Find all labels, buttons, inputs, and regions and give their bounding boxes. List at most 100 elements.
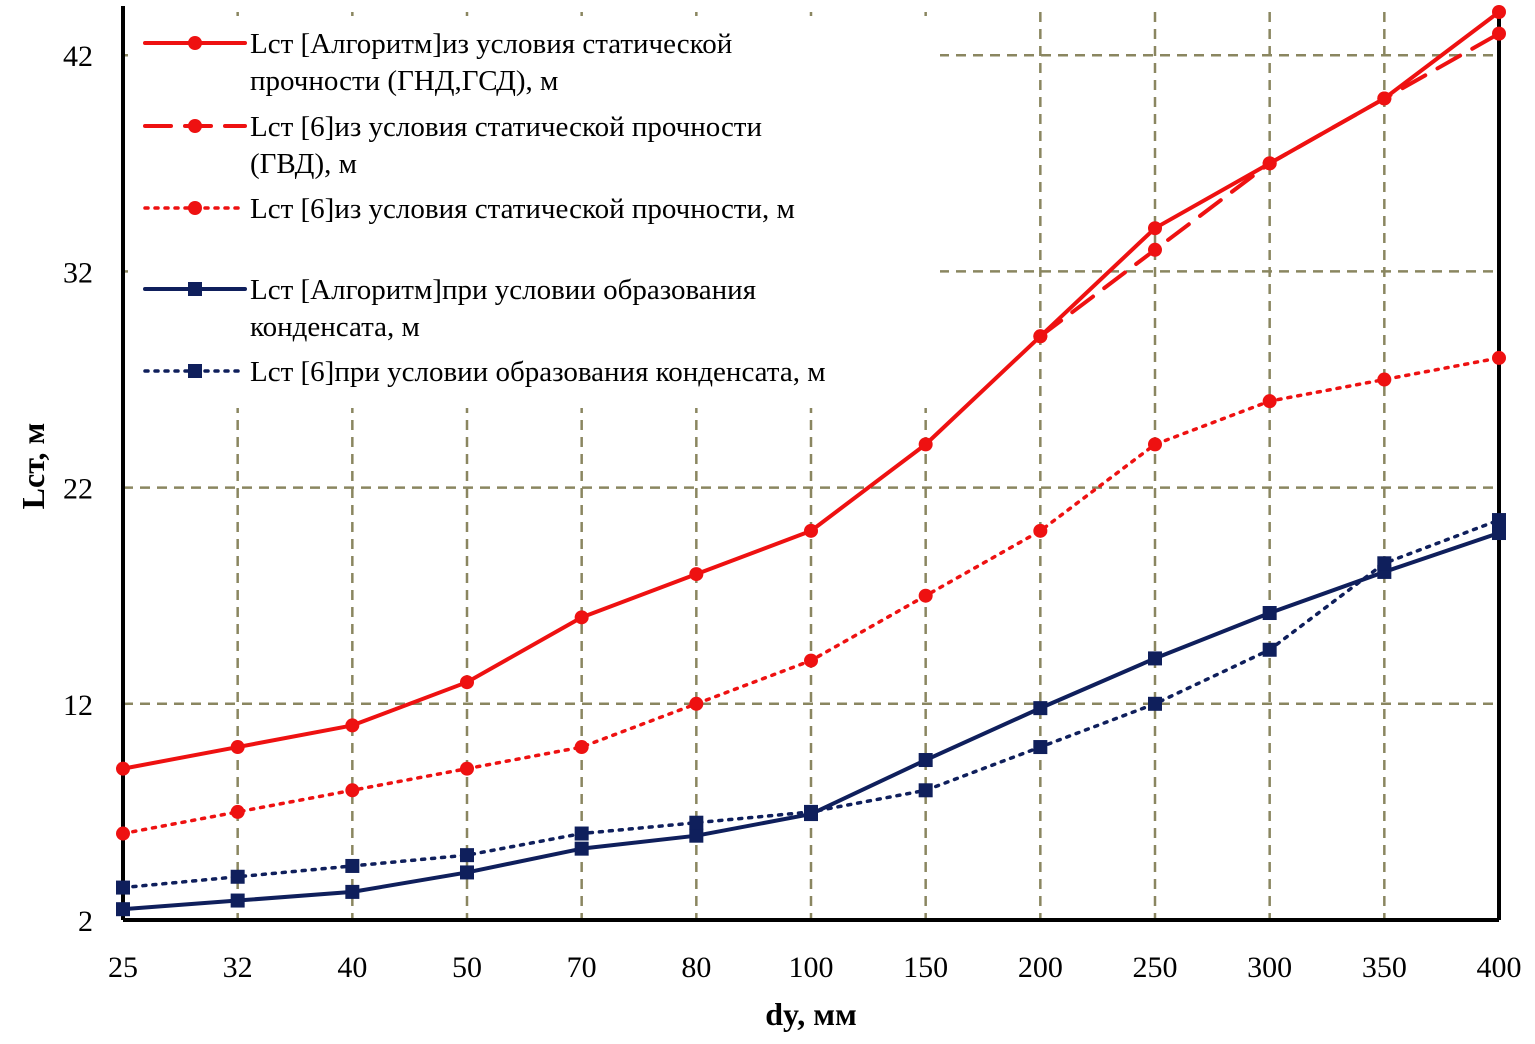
x-tick-label: 70 <box>567 951 597 984</box>
x-tick-label: 32 <box>223 951 253 984</box>
data-point <box>345 718 360 733</box>
legend-background <box>128 16 940 408</box>
data-point <box>460 848 474 863</box>
x-tick-label: 80 <box>681 951 711 984</box>
data-point <box>1033 329 1048 344</box>
data-point <box>574 841 589 856</box>
legend-label: прочности (ГНД,ГСД), м <box>250 65 558 97</box>
series-2 <box>1033 26 1506 344</box>
legend-entry: Lст [6]из условия статической прочности (… <box>143 111 762 180</box>
data-point <box>1148 437 1162 452</box>
x-tick-label: 250 <box>1133 951 1178 984</box>
data-point <box>230 740 245 755</box>
series-5 <box>116 513 1506 895</box>
data-point <box>116 826 130 841</box>
data-point <box>1262 394 1277 409</box>
legend-marker <box>188 36 202 50</box>
data-point <box>1262 606 1277 621</box>
data-point <box>345 783 360 798</box>
legend-label: Lст [6]при условии образования конденсат… <box>250 356 826 388</box>
y-tick-label: 32 <box>63 256 93 289</box>
data-point <box>1492 350 1506 365</box>
data-point <box>1492 513 1506 528</box>
data-point <box>1148 696 1162 711</box>
legend-entry: Lст [6]при условии образования конденсат… <box>143 356 826 388</box>
data-point <box>1148 651 1162 666</box>
x-tick-label: 100 <box>789 951 834 984</box>
legend-label: Lст [Алгоритм]из условия статической <box>250 28 732 60</box>
data-point <box>1492 26 1506 41</box>
legend-label: Lст [Алгоритм]при условии образования <box>250 274 756 306</box>
x-tick-label: 40 <box>337 951 367 984</box>
x-tick-label: 50 <box>452 951 482 984</box>
data-point <box>574 610 589 625</box>
data-point <box>1148 242 1162 257</box>
legend-marker <box>188 119 202 133</box>
data-point <box>918 588 933 603</box>
data-point <box>1148 221 1162 236</box>
legend-label: Lст [6]из условия статической прочности,… <box>250 193 795 225</box>
data-point <box>1262 642 1277 657</box>
data-series <box>116 5 1506 917</box>
data-point <box>1377 91 1392 106</box>
y-tick-label: 22 <box>63 473 93 506</box>
x-axis-ticks: 25 32 40 50 70 80 100 150 200 250 300 350 400 <box>108 951 1522 984</box>
data-point <box>804 804 818 819</box>
data-point <box>574 740 589 755</box>
y-tick-label: 12 <box>63 689 93 722</box>
data-point <box>689 815 704 830</box>
legend-entry: Lст [6]из условия статической прочности,… <box>143 193 795 225</box>
data-point <box>230 869 245 884</box>
data-point <box>1492 526 1506 541</box>
data-point <box>116 880 130 895</box>
legend-label: (ГВД), м <box>250 148 357 180</box>
y-tick-label: 42 <box>63 40 93 73</box>
x-tick-label: 25 <box>108 951 138 984</box>
legend: Lст [Алгоритм]из условия статической проч… <box>128 16 940 408</box>
data-point <box>918 783 933 798</box>
data-point <box>460 675 474 690</box>
y-axis-title: Lст, м <box>15 423 51 510</box>
data-point <box>689 828 704 843</box>
data-point <box>1262 156 1277 171</box>
data-point <box>1033 740 1048 755</box>
data-point <box>804 653 818 668</box>
data-point <box>918 753 933 768</box>
legend-marker <box>188 282 202 296</box>
data-point <box>574 826 589 841</box>
data-point <box>116 902 130 917</box>
legend-entry: Lст [Алгоритм]из условия статической проч… <box>143 28 732 97</box>
data-point <box>460 761 474 776</box>
x-tick-label: 350 <box>1362 951 1407 984</box>
data-point <box>689 696 704 711</box>
data-point <box>345 884 360 899</box>
data-point <box>230 893 245 908</box>
x-axis-title: dy, мм <box>765 996 857 1032</box>
x-tick-label: 400 <box>1477 951 1522 984</box>
data-point <box>1033 523 1048 538</box>
data-point <box>116 761 130 776</box>
data-point <box>230 804 245 819</box>
data-point <box>1033 701 1048 716</box>
data-point <box>1492 5 1506 19</box>
data-point <box>1377 556 1392 571</box>
y-axis-ticks: 2 12 22 32 42 <box>63 40 93 938</box>
data-point <box>345 858 360 873</box>
legend-marker <box>188 201 202 215</box>
y-tick-label: 2 <box>78 905 93 938</box>
x-tick-label: 300 <box>1247 951 1292 984</box>
legend-label: конденсата, м <box>250 311 420 343</box>
legend-marker <box>188 364 202 378</box>
data-point <box>460 865 474 880</box>
x-tick-label: 150 <box>903 951 948 984</box>
data-point <box>689 567 704 582</box>
legend-label: Lст [6]из условия статической прочности <box>250 111 762 143</box>
legend-entry: Lст [Алгоритм]при условии образования кон… <box>143 274 756 343</box>
data-point <box>804 523 818 538</box>
data-point <box>918 437 933 452</box>
data-point <box>1377 372 1392 387</box>
series-3 <box>116 350 1506 841</box>
x-tick-label: 200 <box>1018 951 1063 984</box>
